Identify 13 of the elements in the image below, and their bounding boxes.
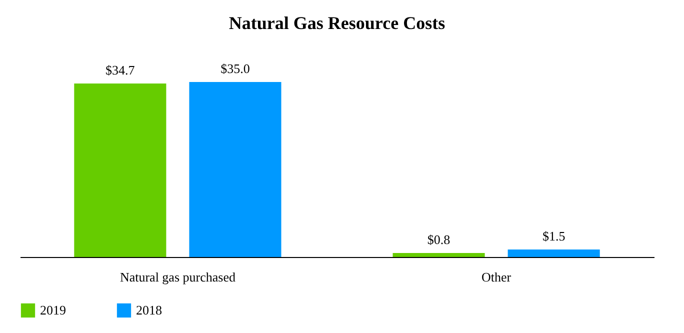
data-label: $1.5 — [542, 228, 566, 244]
bar — [74, 84, 166, 257]
x-tick-label: Other — [481, 270, 512, 284]
bar — [189, 82, 282, 257]
data-label: $34.7 — [106, 62, 136, 78]
bar — [508, 250, 600, 257]
legend-label: 2018 — [136, 302, 162, 318]
x-tick-label: Natural gas purchased — [120, 270, 236, 284]
data-label: $0.8 — [427, 232, 450, 247]
bar — [392, 253, 485, 257]
data-label: $35.0 — [220, 61, 250, 76]
legend-label: 2019 — [40, 302, 66, 318]
chart-title: Natural Gas Resource Costs — [228, 13, 446, 33]
